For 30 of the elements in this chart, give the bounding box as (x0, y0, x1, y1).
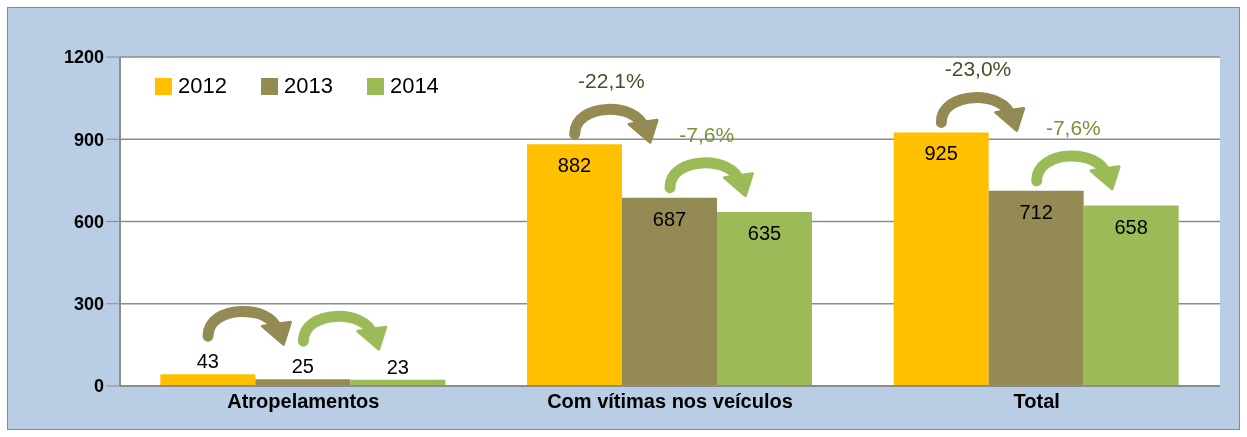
data-label: 687 (652, 207, 687, 230)
data-label: 635 (747, 221, 782, 244)
bar (893, 132, 989, 386)
y-tick-label: 1200 (63, 47, 104, 68)
data-label: 925 (924, 142, 958, 165)
x-tick-label: Total (1013, 390, 1060, 413)
bar (622, 197, 717, 386)
x-tick-label: Com vítimas nos veículos (547, 390, 793, 413)
x-tick-label: Atropelamentos (227, 390, 380, 413)
data-label: 25 (291, 355, 314, 378)
legend-label: 2013 (283, 73, 333, 99)
bar (527, 144, 622, 386)
data-label: 658 (1114, 215, 1148, 238)
y-tick-label: 900 (73, 129, 104, 150)
bar (717, 211, 812, 386)
legend-label: 2012 (178, 73, 227, 99)
bar (1083, 205, 1179, 386)
data-label: 712 (1019, 200, 1053, 223)
annotation: -22,1% (578, 69, 645, 93)
y-tick-label: 300 (73, 294, 104, 315)
y-tick-label: 600 (73, 211, 104, 232)
bar (160, 374, 256, 386)
annotation: -7,6% (1045, 115, 1101, 139)
bar (988, 190, 1084, 386)
data-label: 43 (196, 350, 219, 373)
annotation: -23,0% (944, 57, 1012, 81)
data-label: 882 (557, 154, 592, 177)
legend-label: 2014 (389, 73, 439, 99)
y-tick-label: 0 (93, 376, 104, 397)
data-label: 23 (386, 355, 409, 378)
